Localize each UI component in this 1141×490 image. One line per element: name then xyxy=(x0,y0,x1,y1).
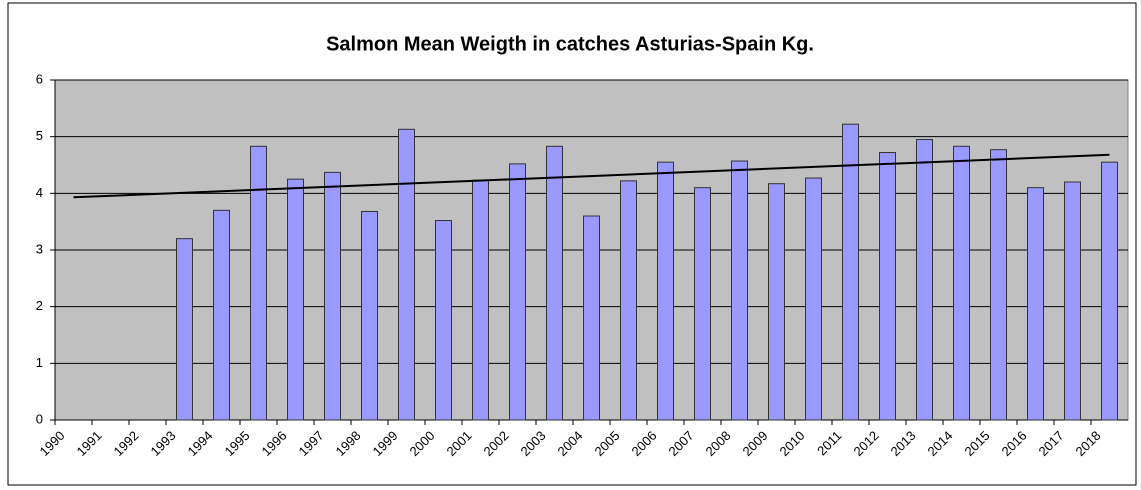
bar xyxy=(250,145,267,421)
bar xyxy=(1064,181,1081,421)
bar xyxy=(583,215,600,421)
y-tick-label: 4 xyxy=(36,185,43,200)
bar xyxy=(324,171,341,421)
trend-line xyxy=(73,153,1110,199)
y-tick-label: 5 xyxy=(36,128,43,143)
bar xyxy=(805,177,822,421)
bar xyxy=(472,179,489,421)
bar xyxy=(620,180,637,421)
bar xyxy=(398,128,415,421)
bar xyxy=(287,178,304,421)
bar xyxy=(990,149,1007,421)
bar xyxy=(657,161,674,421)
y-tick-label: 1 xyxy=(36,355,43,370)
bar xyxy=(435,220,452,421)
bar xyxy=(213,209,230,421)
y-tick-label: 2 xyxy=(36,298,43,313)
bar xyxy=(361,210,378,421)
bar xyxy=(1027,187,1044,421)
bar xyxy=(509,163,526,421)
bar xyxy=(879,152,896,421)
y-tick-label: 6 xyxy=(36,71,43,86)
bar xyxy=(953,145,970,421)
bar xyxy=(546,145,563,421)
chart-title: Salmon Mean Weigth in catches Asturias-S… xyxy=(326,33,814,55)
y-tick-label: 3 xyxy=(36,241,43,256)
bar xyxy=(842,123,859,421)
y-tick-label: 0 xyxy=(36,411,43,426)
bar xyxy=(916,139,933,421)
bar xyxy=(1101,161,1118,421)
bar xyxy=(731,160,748,421)
bar xyxy=(176,238,193,421)
bar xyxy=(768,183,785,421)
bar xyxy=(694,187,711,421)
